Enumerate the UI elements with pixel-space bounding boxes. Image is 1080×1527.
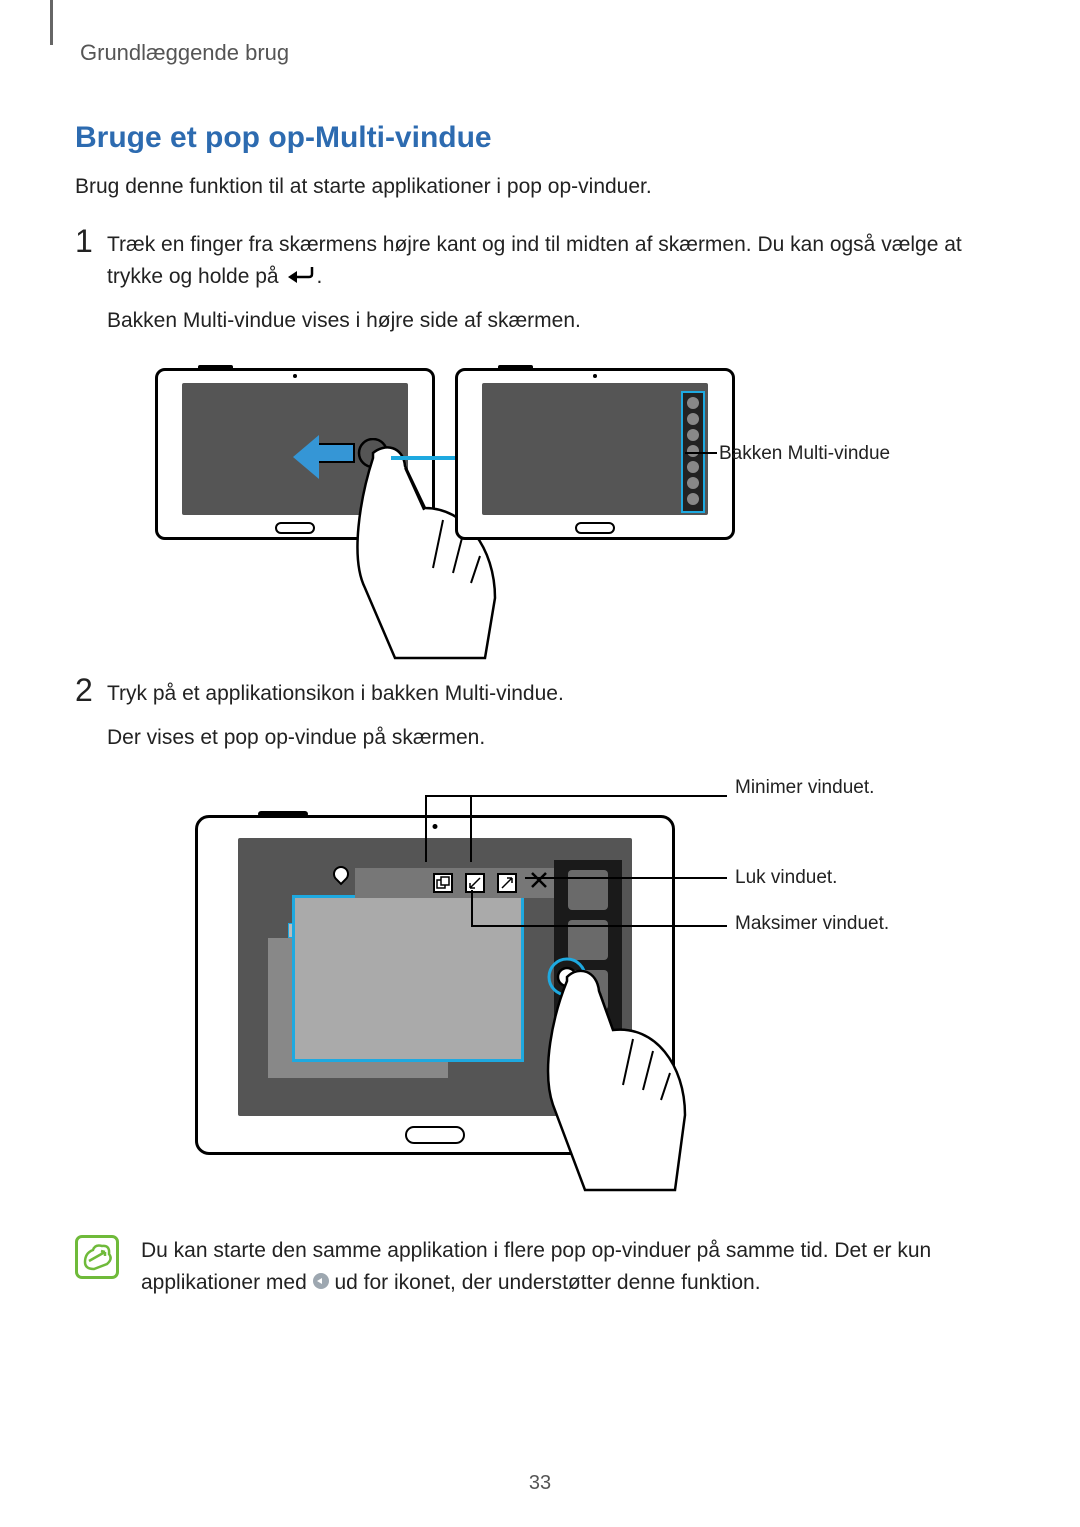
callout-minimize: Minimer vinduet. — [735, 777, 874, 800]
step-2-text: Tryk på et applikationsikon i bakken Mul… — [107, 678, 1005, 710]
step-2: 2 Tryk på et applikationsikon i bakken M… — [75, 678, 1005, 765]
return-icon — [286, 261, 314, 293]
step-1-text: Træk en finger fra skærmens højre kant o… — [107, 229, 1005, 293]
tray-app-icon — [687, 461, 699, 473]
callout-line — [685, 452, 717, 454]
tray-app-icon — [687, 397, 699, 409]
camera-dot — [433, 824, 438, 829]
camera-dot — [293, 374, 297, 378]
step-1-number: 1 — [75, 225, 107, 344]
home-button — [405, 1126, 465, 1144]
duplicate-badge-icon — [313, 1273, 329, 1289]
step-1-body: Træk en finger fra skærmens højre kant o… — [107, 229, 1005, 348]
minimize-icon — [465, 873, 485, 893]
figure-1: Bakken Multi-vindue — [155, 368, 955, 628]
close-icon — [529, 870, 549, 896]
page-number: 33 — [529, 1472, 551, 1495]
callout-line — [425, 795, 727, 797]
tray-app-icon — [687, 477, 699, 489]
chapter-title: Grundlæggende brug — [80, 40, 1005, 66]
note-icon — [75, 1235, 119, 1279]
step-2-number: 2 — [75, 674, 107, 761]
tablet-after — [455, 368, 735, 540]
callout-line — [525, 877, 727, 879]
volume-button — [258, 811, 308, 817]
callout-line — [470, 795, 472, 862]
screen — [482, 383, 708, 515]
tray-app-icon — [687, 429, 699, 441]
callout-tray-label: Bakken Multi-vindue — [719, 443, 890, 465]
callout-line — [425, 795, 427, 862]
maximize-icon — [497, 873, 517, 893]
page-edge-marker — [50, 0, 53, 45]
intro-text: Brug denne funktion til at starte applik… — [75, 175, 1005, 199]
popup-window-front — [293, 896, 523, 1061]
volume-button — [498, 365, 533, 370]
callout-line — [471, 890, 473, 925]
popup-titlebar — [355, 868, 555, 898]
hand-tap-icon — [505, 945, 725, 1195]
tray-app-icon — [687, 413, 699, 425]
callout-line — [471, 925, 727, 927]
step-2-sub: Der vises et pop op-vindue på skærmen. — [107, 722, 1005, 754]
note-text: Du kan starte den samme applikation i fl… — [141, 1235, 1005, 1298]
section-title: Bruge et pop op-Multi-vindue — [75, 121, 1005, 155]
step-1-sub: Bakken Multi-vindue vises i højre side a… — [107, 305, 1005, 337]
page-content: Grundlæggende brug Bruge et pop op-Multi… — [0, 0, 1080, 1298]
tray-app-icon — [687, 493, 699, 505]
step-1: 1 Træk en finger fra skærmens højre kant… — [75, 229, 1005, 348]
tray-app-icon — [687, 445, 699, 457]
volume-button — [198, 365, 233, 370]
figure-2: Minimer vinduet. Luk vinduet. Maksimer v… — [195, 785, 945, 1185]
duplicate-icon — [433, 873, 453, 893]
camera-dot — [593, 374, 597, 378]
note-block: Du kan starte den samme applikation i fl… — [75, 1235, 1005, 1298]
step-2-body: Tryk på et applikationsikon i bakken Mul… — [107, 678, 1005, 765]
callout-maximize: Maksimer vinduet. — [735, 913, 889, 936]
home-button — [575, 522, 615, 534]
tray-app-icon — [568, 870, 608, 910]
callout-close: Luk vinduet. — [735, 867, 837, 890]
